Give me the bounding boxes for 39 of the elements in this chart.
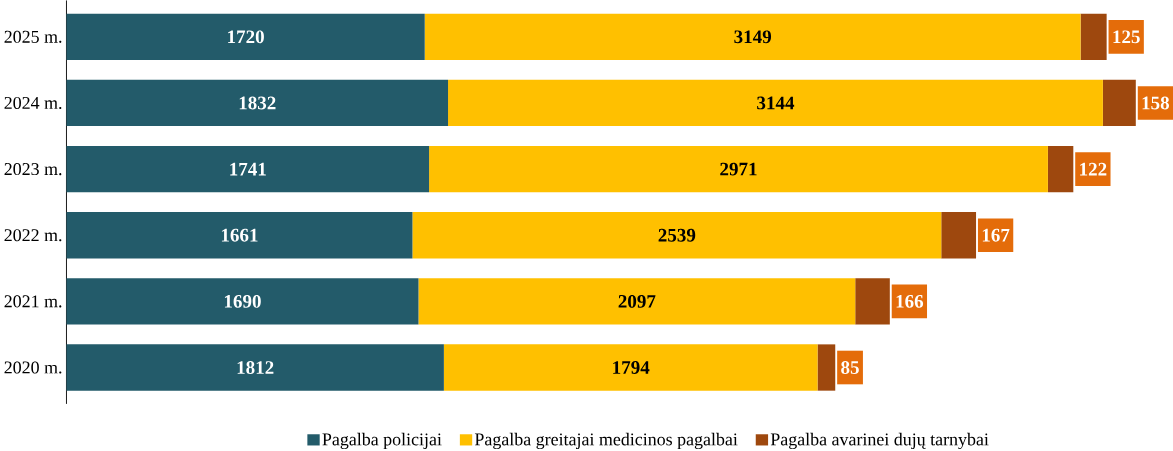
data-label: 166 <box>896 294 924 308</box>
data-label: 3144 <box>757 96 795 110</box>
data-label: 1812 <box>237 360 274 374</box>
bar <box>412 211 942 259</box>
bar <box>66 79 449 126</box>
y-tick-label: 2024 m. <box>4 96 62 109</box>
bar <box>66 278 419 325</box>
data-label: 1741 <box>230 162 266 176</box>
legend-label: Pagalba policijai <box>322 432 442 449</box>
data-label: 2539 <box>658 228 696 242</box>
data-label: 1720 <box>228 30 264 44</box>
data-label: 158 <box>1142 96 1170 110</box>
data-label: 1794 <box>613 360 650 374</box>
data-label: 167 <box>982 228 1010 242</box>
y-tick-label: 2020 m. <box>4 361 62 374</box>
data-label: 3149 <box>734 30 772 44</box>
y-tick-label: 2021 m. <box>4 295 62 308</box>
y-tick-label: 2022 m. <box>4 228 62 242</box>
data-label: 122 <box>1080 162 1107 176</box>
bar <box>66 145 430 193</box>
bar <box>66 211 413 259</box>
bar <box>448 79 1103 126</box>
data-label: 1661 <box>221 228 258 242</box>
y-tick-label: 2023 m. <box>4 162 62 175</box>
bar <box>443 344 818 391</box>
bar <box>424 13 1081 60</box>
data-label: 85 <box>841 360 859 374</box>
data-label: 1690 <box>224 294 261 308</box>
bar <box>66 344 444 391</box>
data-label: 1832 <box>239 96 276 110</box>
data-label: 2971 <box>720 162 757 176</box>
bar <box>418 278 856 325</box>
data-label: 2097 <box>618 294 656 308</box>
bar <box>429 145 1048 193</box>
legend-label: Pagalba avarinei dujų tarnybai <box>770 432 989 449</box>
y-tick-label: 2025 m. <box>4 30 62 43</box>
data-label: 125 <box>1113 30 1140 44</box>
legend-label: Pagalba greitajai medicinos pagalbai <box>474 432 738 449</box>
bar <box>66 13 425 60</box>
